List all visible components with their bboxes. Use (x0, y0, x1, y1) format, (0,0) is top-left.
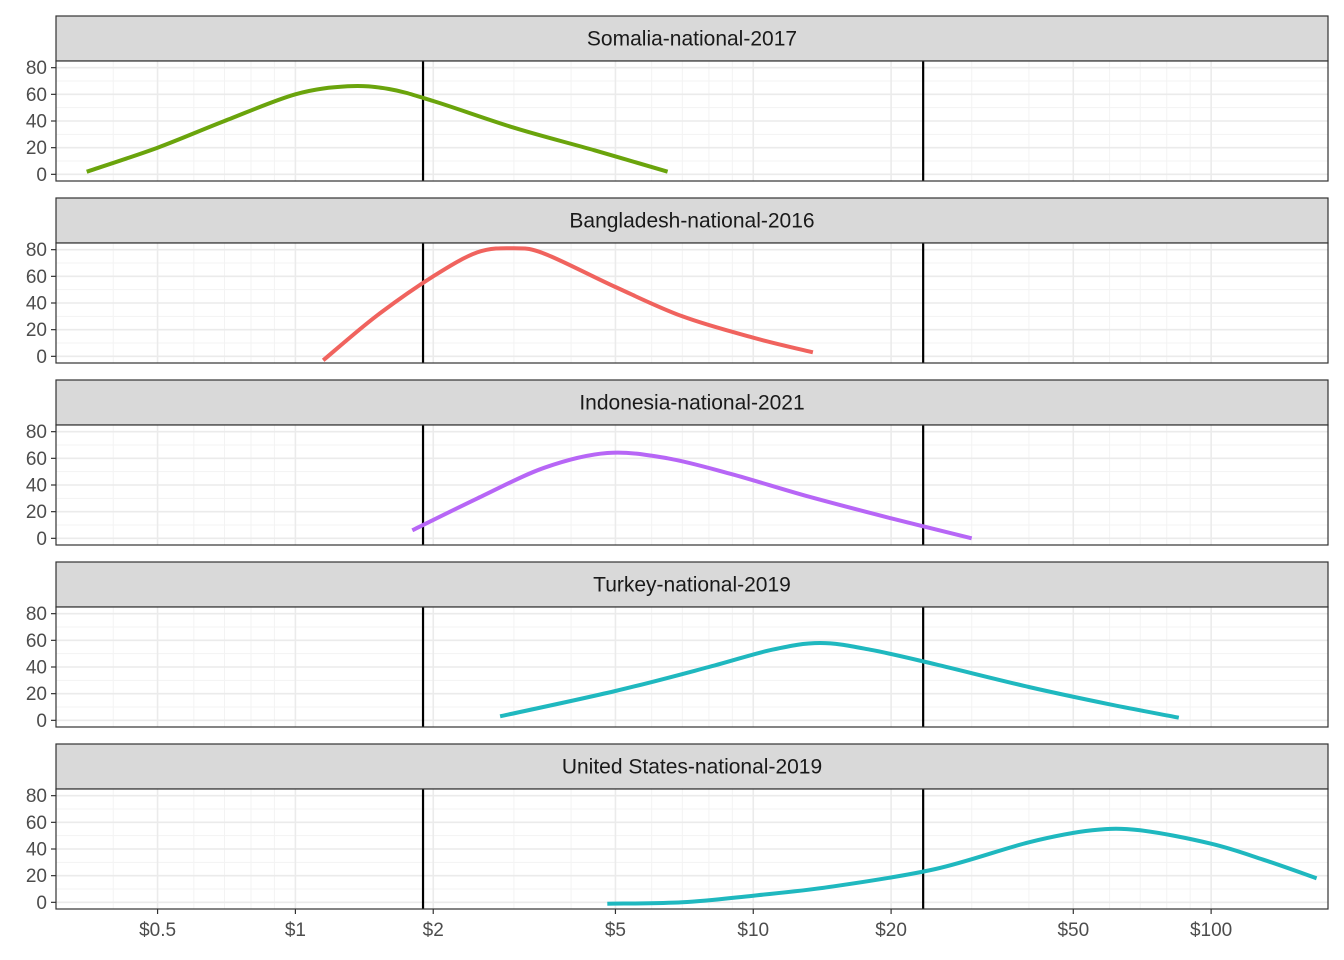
facet-strip (55, 15, 1329, 62)
x-tick-label: $5 (605, 920, 626, 941)
y-tick-label: 60 (26, 267, 47, 288)
density-curve (321, 246, 814, 362)
y-tick-label: 20 (26, 502, 47, 523)
y-tick-label: 40 (26, 294, 47, 315)
facet-title: Indonesia-national-2021 (579, 392, 804, 415)
facet-strip (55, 743, 1329, 790)
y-tick-label: 20 (26, 684, 47, 705)
y-tick-label: 60 (26, 813, 47, 834)
x-tick-label: $20 (875, 920, 907, 941)
x-tick-label: $0.5 (139, 920, 176, 941)
y-tick-label: 80 (26, 58, 47, 79)
x-tick-label: $50 (1057, 920, 1089, 941)
facet-title: United States-national-2019 (562, 756, 822, 779)
facet-title: Somalia-national-2017 (587, 28, 797, 51)
x-tick-label: $2 (423, 920, 444, 941)
x-tick-label: $1 (285, 920, 306, 941)
y-tick-label: 20 (26, 866, 47, 887)
density-curve (411, 450, 973, 541)
y-tick-label: 40 (26, 840, 47, 861)
y-tick-label: 80 (26, 604, 47, 625)
y-tick-label: 0 (36, 165, 47, 186)
y-tick-label: 0 (36, 893, 47, 914)
y-tick-label: 0 (36, 529, 47, 550)
facet-title: Turkey-national-2019 (593, 574, 791, 597)
y-tick-label: 40 (26, 658, 47, 679)
facet-title: Bangladesh-national-2016 (569, 210, 814, 233)
y-tick-label: 0 (36, 711, 47, 732)
y-tick-label: 0 (36, 347, 47, 368)
facet-strip (55, 561, 1329, 608)
y-tick-label: 80 (26, 422, 47, 443)
density-curve (607, 826, 1318, 906)
y-tick-label: 60 (26, 631, 47, 652)
y-tick-label: 80 (26, 240, 47, 261)
y-tick-label: 80 (26, 786, 47, 807)
y-tick-label: 40 (26, 112, 47, 133)
x-tick-label: $10 (737, 920, 769, 941)
y-tick-label: 60 (26, 449, 47, 470)
x-tick-label: $100 (1190, 920, 1232, 941)
y-tick-label: 20 (26, 320, 47, 341)
y-tick-label: 40 (26, 476, 47, 497)
y-tick-label: 20 (26, 138, 47, 159)
density-curve (499, 641, 1180, 720)
density-curve (86, 84, 669, 174)
facet-strip (55, 197, 1329, 244)
y-tick-label: 60 (26, 85, 47, 106)
